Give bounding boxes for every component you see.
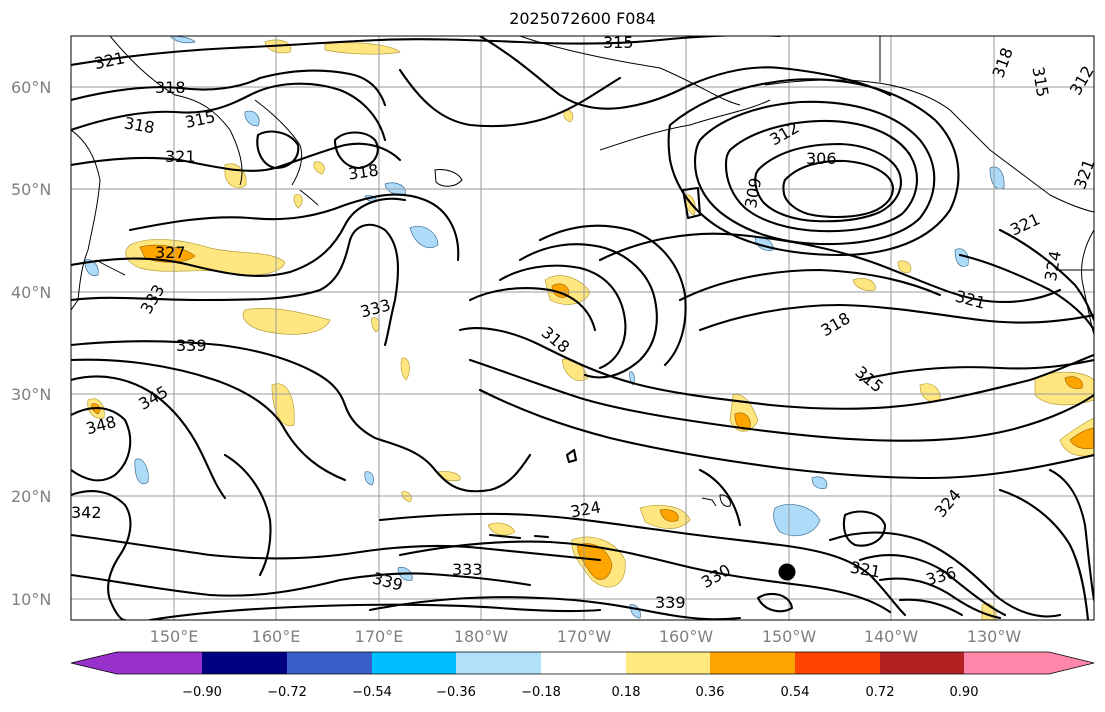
colorbar-tick: 0.72 xyxy=(866,685,895,700)
colorbar-tick: −0.72 xyxy=(267,685,307,700)
colorbar-segment xyxy=(117,652,202,674)
lat-label: 40°N xyxy=(11,283,51,302)
colorbar-tick: 0.18 xyxy=(612,685,641,700)
colorbar-segment xyxy=(541,652,626,674)
lat-label: 20°N xyxy=(11,487,51,506)
graticule xyxy=(71,36,1094,620)
contour-label: 306 xyxy=(806,149,837,168)
lat-label: 30°N xyxy=(11,385,51,404)
colorbar-tick: −0.36 xyxy=(436,685,476,700)
colorbar-tick: 0.90 xyxy=(950,685,979,700)
contour-label: 342 xyxy=(71,503,102,522)
colorbar-tick: 0.54 xyxy=(781,685,810,700)
colorbar-segment xyxy=(287,652,372,674)
contour-label: 318 xyxy=(155,78,186,97)
lon-label: 170°W xyxy=(557,627,612,646)
lat-label: 50°N xyxy=(11,180,51,199)
contour-lines xyxy=(71,36,1094,620)
contour-label: 318 xyxy=(347,161,380,184)
colorbar: −0.90 −0.72 −0.54 −0.36 −0.18 0.18 0.36 … xyxy=(70,651,1095,700)
contour-label: 333 xyxy=(452,560,483,579)
lon-label: 150°E xyxy=(150,627,199,646)
contour-label: 339 xyxy=(655,593,686,612)
contour-label: 315 xyxy=(603,33,634,52)
colorbar-tick: −0.18 xyxy=(521,685,561,700)
contour-label: 321 xyxy=(165,147,196,166)
map-background xyxy=(71,36,1094,620)
colorbar-segment xyxy=(964,652,1049,674)
lon-label: 130°W xyxy=(967,627,1022,646)
colorbar-segment xyxy=(372,652,456,674)
colorbar-segment xyxy=(795,652,880,674)
contour-labels: 321 315 318 315 318 321 318 327 333 333 … xyxy=(71,33,1094,612)
lon-label: 150°W xyxy=(762,627,817,646)
shaded-field xyxy=(84,36,1094,620)
contour-label: 339 xyxy=(176,336,207,355)
colorbar-segment xyxy=(710,652,795,674)
lon-label: 140°W xyxy=(864,627,919,646)
contour-label: 327 xyxy=(155,243,186,262)
lat-label: 60°N xyxy=(11,78,51,97)
lon-label: 160°E xyxy=(252,627,301,646)
plot-title: 2025072600 F084 xyxy=(509,9,656,28)
colorbar-segment xyxy=(456,652,541,674)
colorbar-tick: 0.36 xyxy=(696,685,725,700)
colorbar-segment xyxy=(71,652,117,674)
colorbar-segment xyxy=(1049,652,1094,674)
lat-label: 10°N xyxy=(11,590,51,609)
colorbar-segment xyxy=(880,652,964,674)
colorbar-tick: −0.54 xyxy=(352,685,392,700)
latitude-labels: 60°N 50°N 40°N 30°N 20°N 10°N xyxy=(11,78,51,609)
longitude-labels: 150°E 160°E 170°E 180°W 170°W 160°W 150°… xyxy=(150,627,1022,646)
colorbar-segment xyxy=(202,652,287,674)
center-dot-icon xyxy=(778,563,796,581)
lon-label: 180°W xyxy=(454,627,509,646)
colorbar-tick: −0.90 xyxy=(182,685,222,700)
lon-label: 160°W xyxy=(659,627,714,646)
map-frame xyxy=(70,35,1095,621)
lon-label: 170°E xyxy=(355,627,404,646)
colorbar-segment xyxy=(626,652,710,674)
